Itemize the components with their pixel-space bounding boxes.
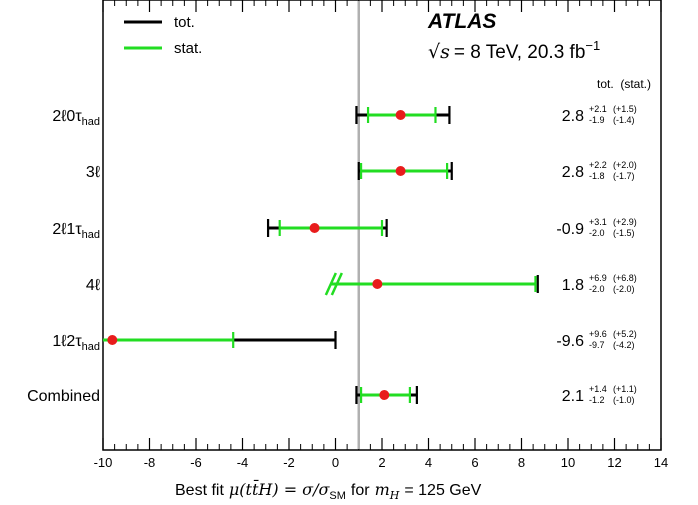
axis-break-mark bbox=[330, 272, 343, 296]
category-label: 4ℓ bbox=[86, 277, 100, 294]
tot-down-label: -2.0 bbox=[589, 228, 605, 238]
x-title-sm: SM bbox=[329, 490, 346, 502]
stat-up-label: (+5.2) bbox=[613, 329, 637, 339]
category-label: 2ℓ1τhad bbox=[52, 221, 100, 241]
x-tick-label: 14 bbox=[654, 455, 668, 470]
value-label: 2.1 bbox=[562, 388, 584, 405]
tot-down-label: -1.9 bbox=[589, 115, 605, 125]
stat-up-label: (+1.1) bbox=[613, 384, 637, 394]
axis-break-mark bbox=[324, 272, 337, 296]
category-label-sub: had bbox=[82, 229, 100, 241]
best-fit-point bbox=[107, 335, 118, 345]
stat-down-label: (-4.2) bbox=[613, 340, 635, 350]
column-header: tot. (stat.) bbox=[597, 77, 651, 91]
lumi-exponent: −1 bbox=[585, 38, 600, 53]
result-row: Combined 2.1 +1.4-1.2 (+1.1)(-1.0) bbox=[27, 384, 637, 405]
result-row: 3ℓ 2.8 +2.2-1.8 (+2.0)(-1.7) bbox=[86, 160, 637, 181]
legend-stat-label: stat. bbox=[174, 40, 202, 57]
category-label-main: 3ℓ bbox=[86, 164, 100, 181]
x-title-mh-sub: H bbox=[389, 489, 400, 502]
category-label-main: 1ℓ2τ bbox=[52, 333, 82, 350]
best-fit-point bbox=[395, 166, 406, 176]
legend: tot. stat. bbox=[124, 14, 202, 57]
category-label-sub: had bbox=[82, 341, 100, 353]
x-tick-label: 12 bbox=[607, 455, 621, 470]
x-title-h: H) = σ/σ bbox=[257, 480, 330, 499]
x-tick-label: -6 bbox=[190, 455, 202, 470]
value-label: 1.8 bbox=[562, 277, 584, 294]
category-label-sub: had bbox=[82, 116, 100, 128]
tot-down-label: -9.7 bbox=[589, 340, 605, 350]
tot-up-label: +9.6 bbox=[589, 329, 607, 339]
x-axis: -10 -8 -6 -4 -2 0 2 4 6 8 10 12 14 bbox=[94, 0, 668, 470]
x-axis-title: Best fit μ(tt̄H) = σ/σSM for mH = 125 GeV bbox=[175, 478, 482, 502]
x-title-mu: μ( bbox=[229, 480, 246, 499]
tot-down-label: -1.8 bbox=[589, 171, 605, 181]
result-row: 4ℓ 1.8 +6.9-2.0 (+6.8)(-2.0) bbox=[86, 272, 637, 296]
x-title-prefix: Best fit bbox=[175, 482, 224, 499]
legend-tot-label: tot. bbox=[174, 14, 195, 31]
x-tick-label: -8 bbox=[144, 455, 156, 470]
x-title-mh: m bbox=[375, 480, 390, 499]
stat-down-label: (-1.5) bbox=[613, 228, 635, 238]
x-title-suffix: = 125 GeV bbox=[404, 482, 481, 499]
result-row: 2ℓ1τhad -0.9 +3.1-2.0 (+2.9)(-1.5) bbox=[52, 217, 636, 241]
result-row: 1ℓ2τhad -9.6 +9.6-9.7 (+5.2)(-4.2) bbox=[52, 329, 636, 353]
x-tick-label: -4 bbox=[237, 455, 249, 470]
stat-down-label: (-1.0) bbox=[613, 395, 635, 405]
tot-down-label: -2.0 bbox=[589, 284, 605, 294]
sqrt-s: √s bbox=[428, 41, 450, 63]
category-label: 2ℓ0τhad bbox=[52, 108, 100, 128]
category-label-main: 2ℓ1τ bbox=[52, 221, 82, 238]
x-tick-label: -2 bbox=[283, 455, 295, 470]
stat-up-label: (+1.5) bbox=[613, 104, 637, 114]
tot-up-label: +3.1 bbox=[589, 217, 607, 227]
result-row: 2ℓ0τhad 2.8 +2.1-1.9 (+1.5)(-1.4) bbox=[52, 104, 636, 128]
category-label: Combined bbox=[27, 388, 100, 405]
x-tick-label: 4 bbox=[425, 455, 432, 470]
best-fit-point bbox=[395, 110, 406, 120]
x-title-for: for bbox=[351, 482, 370, 499]
experiment-label: ATLAS bbox=[427, 10, 496, 33]
value-label: -9.6 bbox=[556, 333, 584, 350]
category-label-main: 4ℓ bbox=[86, 277, 100, 294]
tot-up-label: +6.9 bbox=[589, 273, 607, 283]
stat-up-label: (+2.9) bbox=[613, 217, 637, 227]
rows: 2ℓ0τhad 2.8 +2.1-1.9(+1.5)(-1.4)3ℓ 2.8 +2.2-… bbox=[27, 104, 637, 405]
best-fit-point bbox=[372, 279, 383, 289]
tot-up-label: +2.1 bbox=[589, 104, 607, 114]
value-label: 2.8 bbox=[562, 164, 584, 181]
stat-down-label: (-2.0) bbox=[613, 284, 635, 294]
x-tick-label: 2 bbox=[378, 455, 385, 470]
stat-down-label: (-1.7) bbox=[613, 171, 635, 181]
energy-text: = 8 TeV, 20.3 fb bbox=[454, 42, 586, 63]
value-label: -0.9 bbox=[556, 221, 584, 238]
energy-lumi-label: √s = 8 TeV, 20.3 fb−1 bbox=[428, 38, 600, 63]
value-label: 2.8 bbox=[562, 108, 584, 125]
x-tick-label: -10 bbox=[94, 455, 113, 470]
category-label-main: Combined bbox=[27, 388, 100, 405]
best-fit-point bbox=[379, 390, 390, 400]
x-tick-label: 10 bbox=[561, 455, 575, 470]
best-fit-point bbox=[309, 223, 320, 233]
stat-up-label: (+2.0) bbox=[613, 160, 637, 170]
category-label: 1ℓ2τhad bbox=[52, 333, 100, 353]
tot-up-label: +1.4 bbox=[589, 384, 607, 394]
x-tick-label: 0 bbox=[332, 455, 339, 470]
tot-down-label: -1.2 bbox=[589, 395, 605, 405]
x-title-ttbar: tt̄ bbox=[246, 478, 259, 499]
category-label-main: 2ℓ0τ bbox=[52, 108, 82, 125]
stat-down-label: (-1.4) bbox=[613, 115, 635, 125]
category-label: 3ℓ bbox=[86, 164, 100, 181]
x-tick-label: 8 bbox=[518, 455, 525, 470]
stat-up-label: (+6.8) bbox=[613, 273, 637, 283]
x-tick-label: 6 bbox=[471, 455, 478, 470]
tot-up-label: +2.2 bbox=[589, 160, 607, 170]
